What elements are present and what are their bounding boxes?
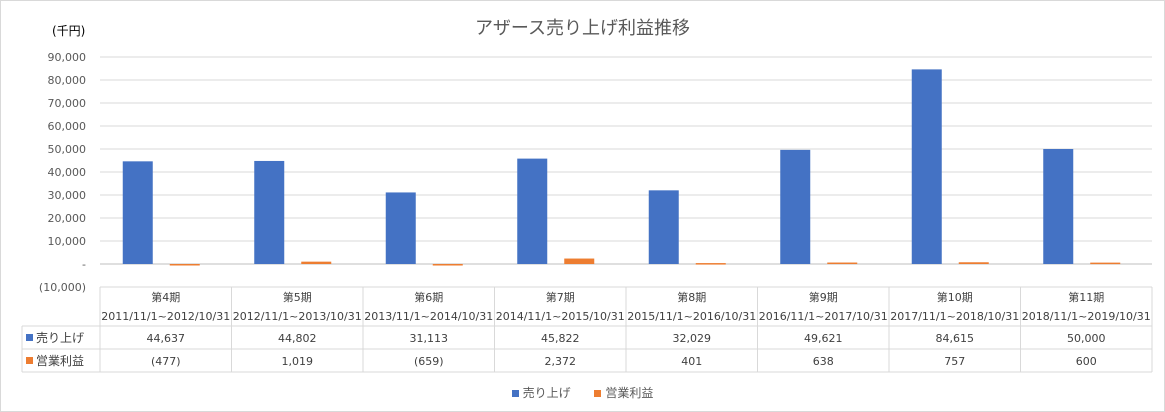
period-label: 2015/11/1~2016/10/31 <box>627 310 756 323</box>
sales-value: 45,822 <box>541 332 580 345</box>
category-label: 第10期 <box>937 290 973 304</box>
row-label-profit: 営業利益 <box>36 354 84 368</box>
bar-profit <box>958 262 989 264</box>
bar-profit <box>1090 262 1121 265</box>
y-tick-label: 50,000 <box>48 143 87 156</box>
sales-value: 49,621 <box>804 332 843 345</box>
profit-value: 638 <box>813 355 834 368</box>
bar-sales <box>122 161 153 264</box>
legend-label-profit: 営業利益 <box>605 386 654 400</box>
row-label-sales: 売り上げ <box>36 330 84 345</box>
sales-value: 44,802 <box>278 332 317 345</box>
bar-sales <box>254 160 285 264</box>
bar-profit <box>169 264 200 266</box>
row-key-sales <box>26 334 33 341</box>
row-key-profit <box>26 357 33 364</box>
category-label: 第8期 <box>677 290 706 304</box>
y-tick-label: 70,000 <box>48 97 87 110</box>
y-tick-label: 90,000 <box>48 51 87 64</box>
y-tick-label: 80,000 <box>48 74 87 87</box>
bar-profit <box>301 261 332 264</box>
period-label: 2011/11/1~2012/10/31 <box>101 310 230 323</box>
bar-sales <box>780 149 811 264</box>
sales-value: 32,029 <box>673 332 712 345</box>
y-tick-label: (10,000) <box>39 281 86 294</box>
profit-value: 2,372 <box>545 355 577 368</box>
period-label: 2018/11/1~2019/10/31 <box>1022 310 1151 323</box>
y-tick-label: 60,000 <box>48 120 87 133</box>
bar-profit <box>564 258 595 264</box>
legend: 売り上げ 営業利益 <box>0 384 1165 401</box>
bar-profit <box>695 263 726 265</box>
chart-title: アザース売り上げ利益推移 <box>474 18 691 39</box>
y-tick-label: 10,000 <box>48 235 87 248</box>
bar-profit <box>432 264 463 266</box>
bar-profit <box>827 262 858 265</box>
legend-label-sales: 売り上げ <box>522 386 571 400</box>
legend-item-sales[interactable]: 売り上げ <box>511 384 571 401</box>
sales-value: 50,000 <box>1067 332 1106 345</box>
category-label: 第4期 <box>151 290 180 304</box>
category-label: 第9期 <box>809 290 838 304</box>
y-tick-label: 20,000 <box>48 212 87 225</box>
y-tick-label: 40,000 <box>48 166 87 179</box>
profit-value: (477) <box>151 355 181 368</box>
period-label: 2014/11/1~2015/10/31 <box>496 310 625 323</box>
period-label: 2013/11/1~2014/10/31 <box>364 310 493 323</box>
period-label: 2017/11/1~2018/10/31 <box>890 310 1019 323</box>
category-label: 第6期 <box>414 290 443 304</box>
category-label: 第11期 <box>1068 290 1104 304</box>
category-label: 第5期 <box>283 290 312 304</box>
y-tick-label: 30,000 <box>48 189 87 202</box>
bar-sales <box>1043 149 1074 264</box>
period-label: 2012/11/1~2013/10/31 <box>233 310 362 323</box>
bar-sales <box>517 158 548 264</box>
sales-value: 31,113 <box>410 332 449 345</box>
sales-value: 44,637 <box>147 332 186 345</box>
profit-value: (659) <box>414 355 444 368</box>
profit-value: 757 <box>944 355 965 368</box>
y-tick-label: - <box>82 258 86 271</box>
profit-value: 401 <box>681 355 702 368</box>
period-label: 2016/11/1~2017/10/31 <box>759 310 888 323</box>
bar-sales <box>648 190 679 264</box>
profit-value: 600 <box>1076 355 1097 368</box>
profit-value: 1,019 <box>282 355 314 368</box>
legend-swatch-profit <box>594 390 602 397</box>
bar-sales <box>911 69 942 264</box>
legend-swatch-sales <box>511 390 519 397</box>
unit-label: (千円) <box>52 24 86 38</box>
legend-item-profit[interactable]: 営業利益 <box>594 384 653 401</box>
sales-value: 84,615 <box>936 332 975 345</box>
bar-sales <box>385 192 416 264</box>
category-label: 第7期 <box>546 290 575 304</box>
